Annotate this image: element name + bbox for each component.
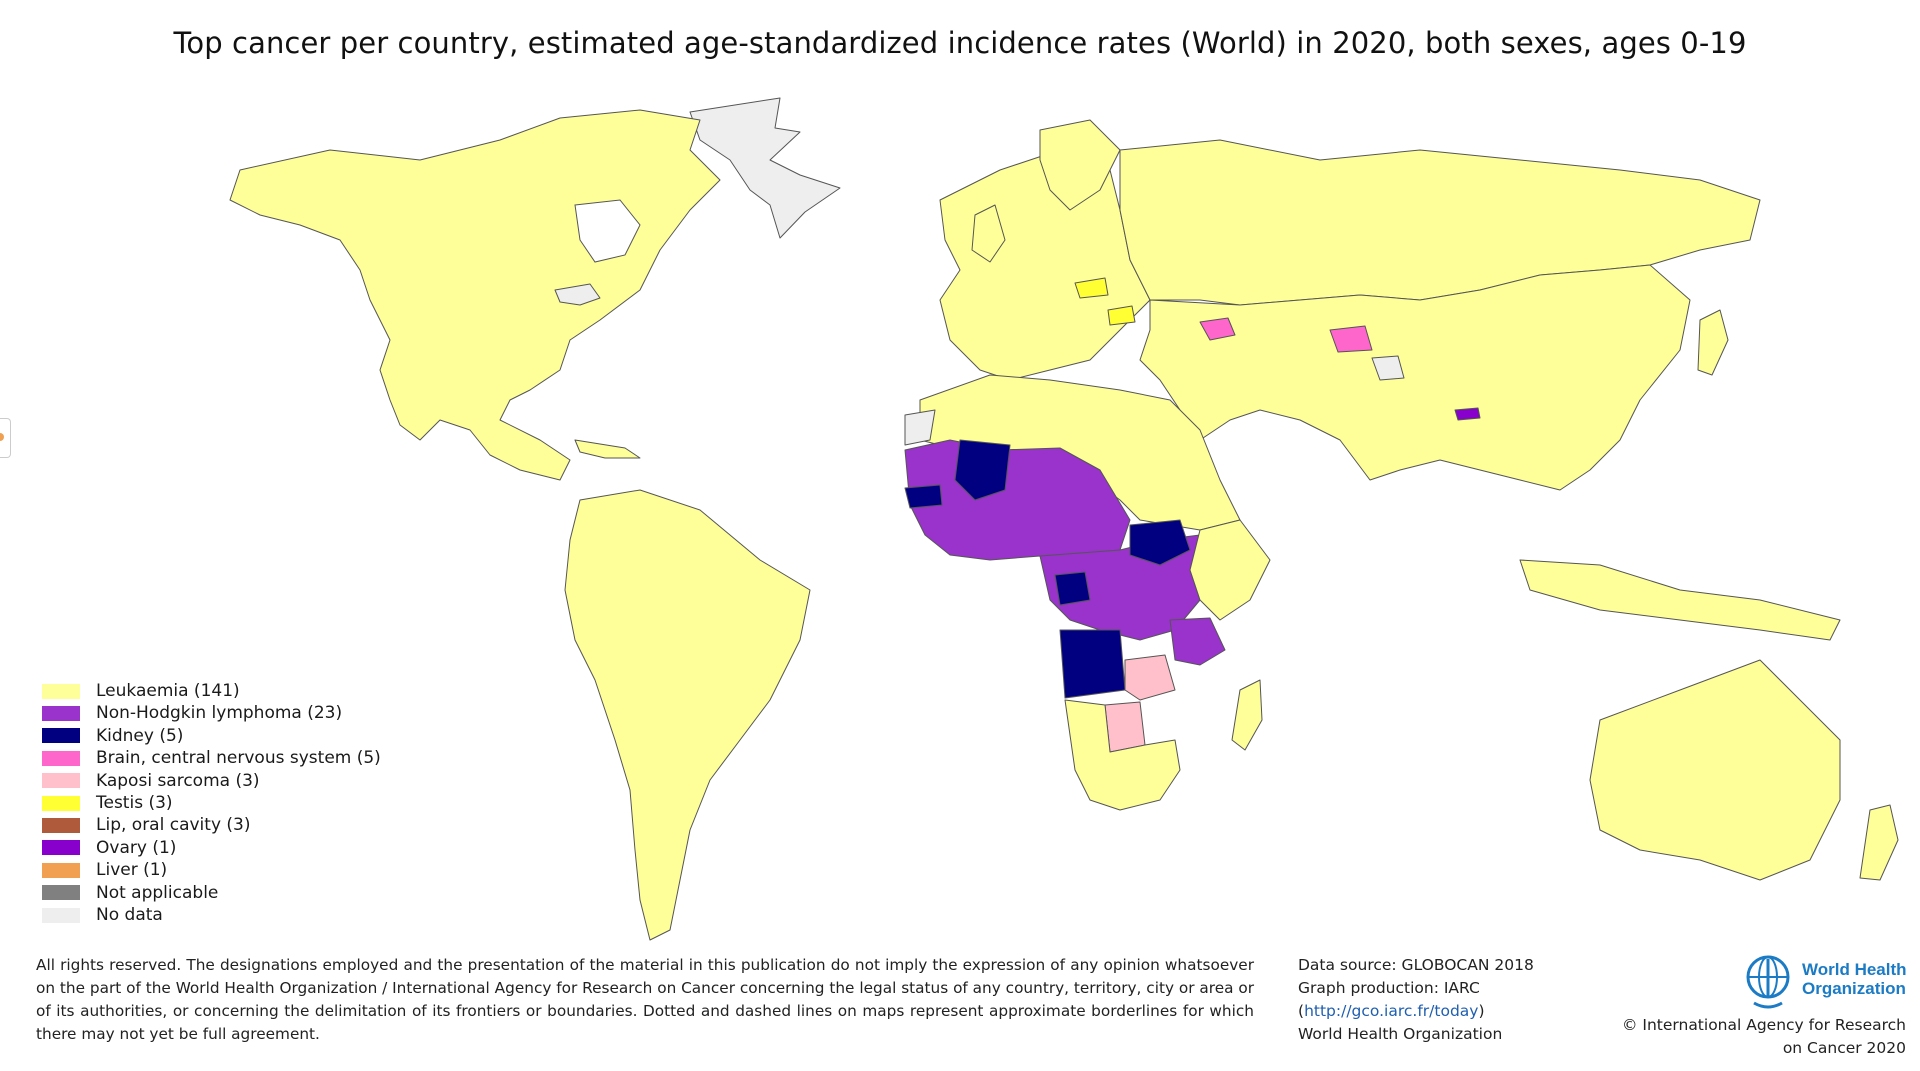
region-southern-africa <box>1064 699 1181 811</box>
legend-swatch <box>42 885 80 901</box>
region-japan <box>1697 309 1729 376</box>
legend-item: Lip, oral cavity (3) <box>42 814 381 836</box>
legend-item: Non-Hodgkin lymphoma (23) <box>42 702 381 724</box>
region-scandinavia <box>1039 119 1121 211</box>
legend-label: Ovary (1) <box>96 837 177 858</box>
legend-swatch <box>42 750 80 766</box>
region-australia <box>1589 659 1841 881</box>
region-caribbean <box>574 439 641 459</box>
legend-swatch <box>42 706 80 722</box>
region-western-sahara <box>904 409 936 446</box>
legend-label: Not applicable <box>96 882 219 903</box>
credit-link-line: (http://gco.iarc.fr/today) <box>1298 1000 1534 1023</box>
legend-swatch <box>42 840 80 856</box>
legend-item: Kidney (5) <box>42 725 381 747</box>
who-emblem-icon <box>1746 955 1790 1009</box>
who-logo-line2: Organization <box>1802 979 1906 998</box>
legend-swatch <box>42 795 80 811</box>
side-panel-toggle[interactable] <box>0 418 11 458</box>
legend-swatch <box>42 862 80 878</box>
region-north-america <box>229 109 721 481</box>
hudson-bay <box>574 199 641 263</box>
legend-label: Lip, oral cavity (3) <box>96 815 251 836</box>
region-mali-kidney <box>954 439 1011 501</box>
region-indonesia <box>1519 559 1841 641</box>
region-new-zealand <box>1859 804 1899 881</box>
who-logo-line1: World Health <box>1802 960 1907 979</box>
credit-data-source: Data source: GLOBOCAN 2018 <box>1298 956 1534 974</box>
legend-item: Kaposi sarcoma (3) <box>42 770 381 792</box>
legend-item: Ovary (1) <box>42 837 381 859</box>
who-logo-text: World Health Organization <box>1802 960 1907 998</box>
legend-swatch <box>42 907 80 923</box>
legend-label: Leukaemia (141) <box>96 681 240 701</box>
legend-item: No data <box>42 904 381 926</box>
legend-item: Leukaemia (141) <box>42 680 381 702</box>
copyright: © International Agency for Research on C… <box>1622 1014 1906 1060</box>
link-close-paren: ) <box>1478 1002 1485 1020</box>
legend-swatch <box>42 683 80 699</box>
region-east-africa <box>1189 519 1271 621</box>
legend-item: Brain, central nervous system (5) <box>42 747 381 769</box>
gco-link[interactable]: http://gco.iarc.fr/today <box>1304 1002 1479 1020</box>
region-south-america <box>564 489 811 941</box>
side-panel-dot-icon <box>0 433 4 441</box>
region-greenland <box>689 97 841 239</box>
disclaimer-text: All rights reserved. The designations em… <box>36 956 1254 1043</box>
legend-label: Liver (1) <box>96 860 168 881</box>
region-central-asia-brain <box>1329 325 1373 353</box>
region-madagascar <box>1231 679 1263 751</box>
region-europe <box>939 149 1151 381</box>
link-open-paren: ( <box>1298 1002 1305 1020</box>
legend-item: Testis (3) <box>42 792 381 814</box>
legend-swatch <box>42 728 80 744</box>
legend-label: Kaposi sarcoma (3) <box>96 770 260 791</box>
legend-label: Kidney (5) <box>96 725 184 746</box>
map-title: Top cancer per country, estimated age-st… <box>173 26 1747 60</box>
region-uk <box>971 204 1006 263</box>
region-great-lakes <box>554 283 601 306</box>
legend-swatch <box>42 773 80 789</box>
legend-label: No data <box>96 904 163 925</box>
legend-item: Liver (1) <box>42 859 381 881</box>
region-senegal-kidney <box>904 484 943 509</box>
copyright-line1: © International Agency for Research <box>1621 1016 1906 1034</box>
credit-graph-production: Graph production: IARC <box>1298 979 1480 997</box>
region-kashmir <box>1371 355 1405 381</box>
legend-label: Non-Hodgkin lymphoma (23) <box>96 703 343 724</box>
legend-swatch <box>42 818 80 834</box>
region-testis-balkans <box>1107 305 1136 326</box>
region-tanzania-nhl <box>1169 617 1226 666</box>
region-botswana-kaposi <box>1104 701 1146 753</box>
credit-organization: World Health Organization <box>1298 1025 1503 1043</box>
map-legend: Leukaemia (141) Non-Hodgkin lymphoma (23)… <box>42 680 381 926</box>
region-south-sudan-kidney <box>1129 519 1191 566</box>
region-zambia-kaposi <box>1124 654 1176 701</box>
region-testis-central-europe <box>1074 277 1109 299</box>
legend-label: Brain, central nervous system (5) <box>96 748 381 769</box>
legend-item: Not applicable <box>42 882 381 904</box>
region-gabon-kidney <box>1054 571 1091 606</box>
region-nepal-ovary <box>1454 407 1481 421</box>
credits: Data source: GLOBOCAN 2018 Graph product… <box>1298 954 1534 1046</box>
legend-label: Testis (3) <box>96 792 173 813</box>
region-caucasus-brain <box>1199 317 1236 341</box>
region-angola-kidney <box>1059 629 1126 699</box>
copyright-line2: on Cancer 2020 <box>1782 1039 1906 1057</box>
